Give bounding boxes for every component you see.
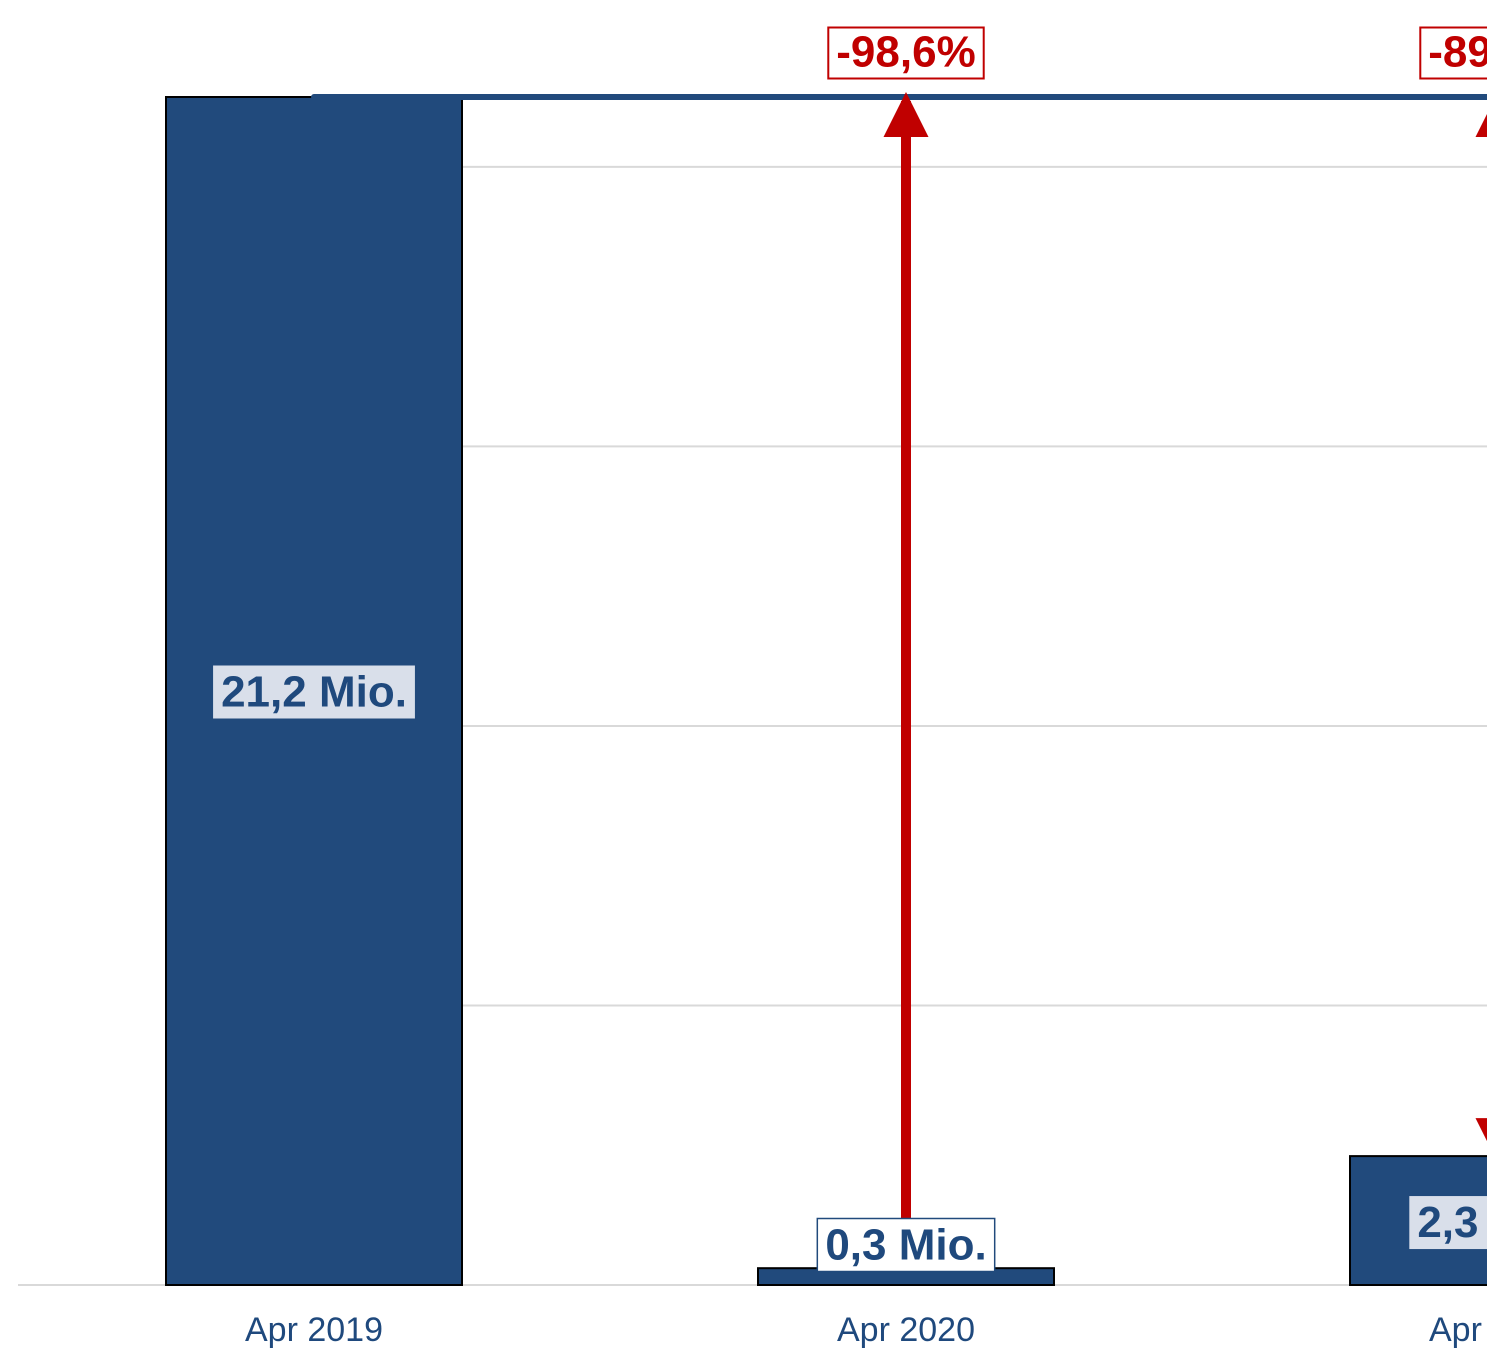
- change-labels: -98,6% -89,3%: [828, 28, 1487, 79]
- change-label-apr-2021: -89,3%: [1428, 28, 1487, 77]
- x-tick-label-apr-2020: Apr 2020: [837, 1311, 975, 1349]
- change-arrows: [906, 101, 1487, 1233]
- x-axis-tick-labels: Apr 2019 Apr 2020 Apr 2021: [245, 1311, 1487, 1349]
- change-label-apr-2020: -98,6%: [836, 28, 975, 77]
- value-label-apr-2020: 0,3 Mio.: [825, 1221, 986, 1270]
- x-tick-label-apr-2021: Apr 2021: [1429, 1311, 1487, 1349]
- value-label-apr-2021: 2,3 Mio.: [1417, 1198, 1487, 1247]
- x-tick-label-apr-2019: Apr 2019: [245, 1311, 383, 1349]
- value-label-apr-2019: 21,2 Mio.: [221, 668, 407, 717]
